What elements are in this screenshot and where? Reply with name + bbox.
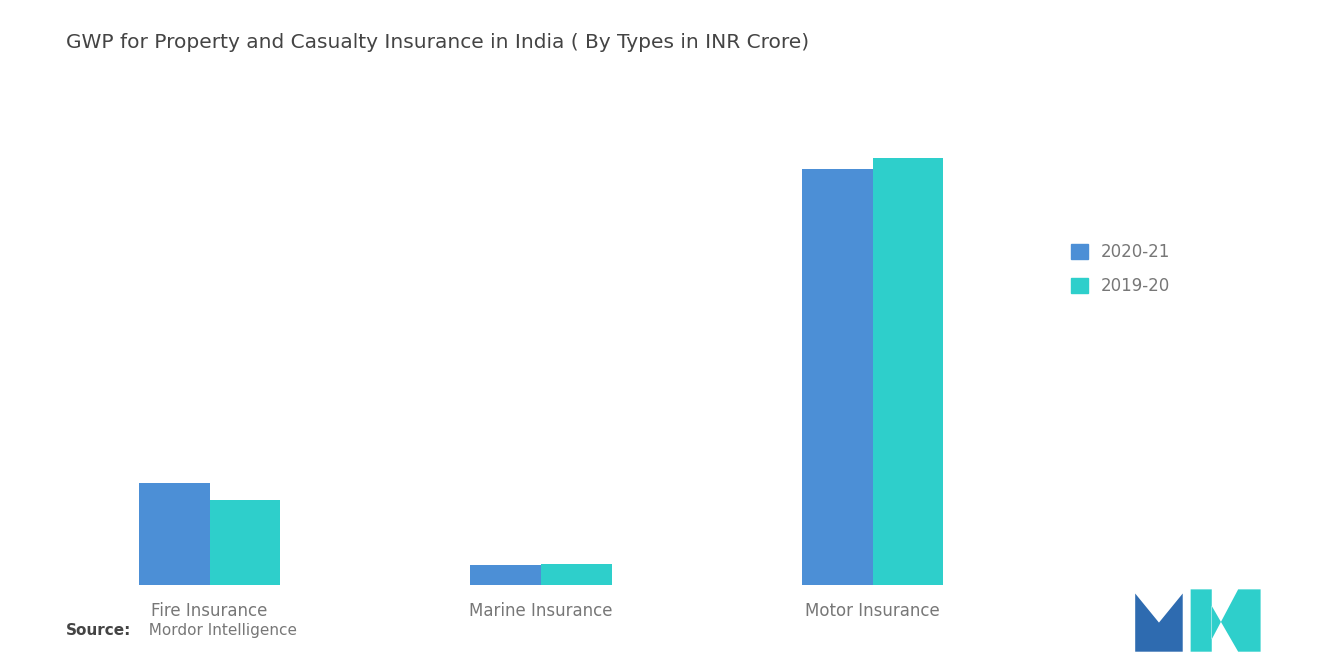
Bar: [470, 565, 541, 585]
Polygon shape: [1135, 593, 1183, 652]
Text: GWP for Property and Casualty Insurance in India ( By Types in INR Crore): GWP for Property and Casualty Insurance …: [66, 33, 809, 53]
Bar: [873, 158, 944, 585]
Bar: [803, 169, 873, 585]
Bar: [210, 499, 280, 585]
Polygon shape: [1191, 589, 1261, 652]
Legend: 2020-21, 2019-20: 2020-21, 2019-20: [1063, 235, 1179, 304]
Text: Mordor Intelligence: Mordor Intelligence: [139, 623, 297, 638]
Bar: [541, 563, 612, 585]
Text: Source:: Source:: [66, 623, 132, 638]
Bar: [139, 483, 210, 585]
